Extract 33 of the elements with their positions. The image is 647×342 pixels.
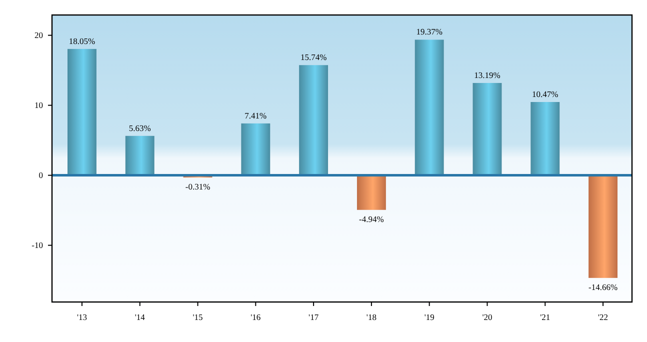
x-tick-label: '13 — [76, 312, 87, 322]
bar — [414, 40, 444, 176]
data-label: 7.41% — [244, 110, 267, 120]
data-label: 13.19% — [474, 70, 500, 80]
data-label: 15.74% — [300, 52, 327, 62]
y-tick-label: 20 — [34, 30, 43, 40]
bar — [530, 102, 560, 176]
data-label: -4.94% — [359, 214, 384, 224]
data-label: 18.05% — [68, 36, 96, 46]
x-tick-label: '17 — [308, 312, 319, 322]
x-tick-label: '20 — [482, 312, 492, 322]
x-tick-label: '16 — [250, 312, 261, 322]
bar — [125, 136, 154, 176]
x-tick-label: '21 — [540, 312, 550, 322]
x-tick-label: '19 — [424, 312, 434, 322]
y-tick-label: -10 — [32, 240, 43, 250]
data-label: 10.47% — [532, 89, 558, 100]
data-label: 19.37% — [416, 26, 442, 37]
x-tick-label: '15 — [192, 312, 203, 322]
bar — [299, 65, 328, 176]
x-tick-label: '18 — [366, 312, 376, 322]
x-tick-label: '22 — [598, 312, 608, 322]
bar — [68, 48, 96, 176]
data-label: 5.63% — [128, 122, 151, 133]
bar — [241, 123, 270, 176]
bar — [356, 175, 386, 210]
y-tick-label: 0 — [38, 170, 43, 180]
y-tick-label: 10 — [34, 100, 43, 110]
data-label: -0.31% — [185, 181, 210, 192]
x-tick-label: '14 — [134, 312, 146, 322]
bar — [472, 82, 502, 176]
data-label: -14.66% — [588, 282, 618, 292]
bar — [588, 175, 618, 278]
